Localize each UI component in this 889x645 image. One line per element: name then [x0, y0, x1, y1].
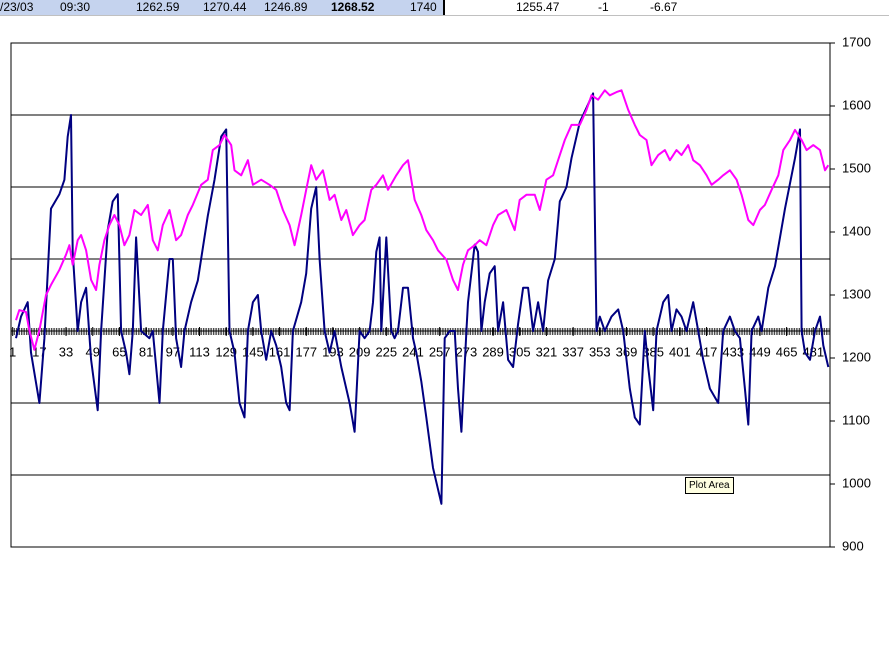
x-tick-label: 97: [166, 344, 180, 359]
y2-tick-label: 1200: [842, 349, 871, 364]
cell: 1246.89: [264, 0, 308, 14]
x-tick-label: 433: [722, 344, 744, 359]
x-tick-label: 289: [482, 344, 504, 359]
x-tick-label: 401: [669, 344, 691, 359]
series-line: [15, 89, 830, 351]
cell: -1: [598, 0, 609, 14]
x-tick-label: 177: [295, 344, 317, 359]
cell: 1268.52: [331, 0, 375, 14]
x-tick-label: 337: [562, 344, 584, 359]
cell: /23/03: [0, 0, 34, 14]
x-tick-label: 33: [59, 344, 73, 359]
x-tick-label: 49: [85, 344, 99, 359]
x-tick-label: 65: [112, 344, 126, 359]
x-tick-label: 1: [9, 344, 16, 359]
x-tick-label: 465: [776, 344, 798, 359]
x-tick-label: 81: [139, 344, 153, 359]
cell: 09:30: [60, 0, 91, 14]
x-tick-label: 193: [322, 344, 344, 359]
plot-area: [10, 42, 831, 548]
y2-tick-label: 1100: [842, 412, 870, 427]
x-tick-label: 225: [375, 344, 397, 359]
cell: 1740: [410, 0, 437, 14]
x-tick-label: 353: [589, 344, 611, 359]
x-tick-label: 241: [402, 344, 424, 359]
x-tick-label: 209: [349, 344, 371, 359]
cell: 1255.47: [516, 0, 560, 14]
x-tick-label: 449: [749, 344, 771, 359]
x-tick-label: 129: [215, 344, 237, 359]
x-tick-label: 161: [269, 344, 291, 359]
y2-tick-label: 1600: [842, 97, 871, 112]
tooltip: Plot Area: [685, 477, 734, 494]
x-tick-label: 321: [536, 344, 558, 359]
y2-tick-label: 1300: [842, 286, 871, 301]
cell-divider: [443, 0, 445, 15]
y2-tick-label: 1000: [842, 475, 871, 490]
spreadsheet-row: /23/03 09:30 1262.59 1270.44 1246.89 126…: [0, 0, 889, 16]
x-tick-label: 113: [189, 344, 210, 359]
x-tick-label: 417: [696, 344, 718, 359]
y2-tick-label: 1700: [842, 34, 871, 49]
y2-tick-label: 1400: [842, 223, 871, 238]
y2-tick-label: 1500: [842, 160, 871, 175]
x-tick-label: 145: [242, 344, 264, 359]
cell: 1262.59: [136, 0, 180, 14]
selected-range: [0, 0, 443, 15]
series-line: [15, 92, 830, 505]
x-tick-label: 273: [456, 344, 478, 359]
x-tick-label: 257: [429, 344, 451, 359]
y2-tick-label: 900: [842, 538, 864, 553]
cell: -6.67: [650, 0, 678, 14]
cell: 1270.44: [203, 0, 247, 14]
x-tick-label: 305: [509, 344, 531, 359]
